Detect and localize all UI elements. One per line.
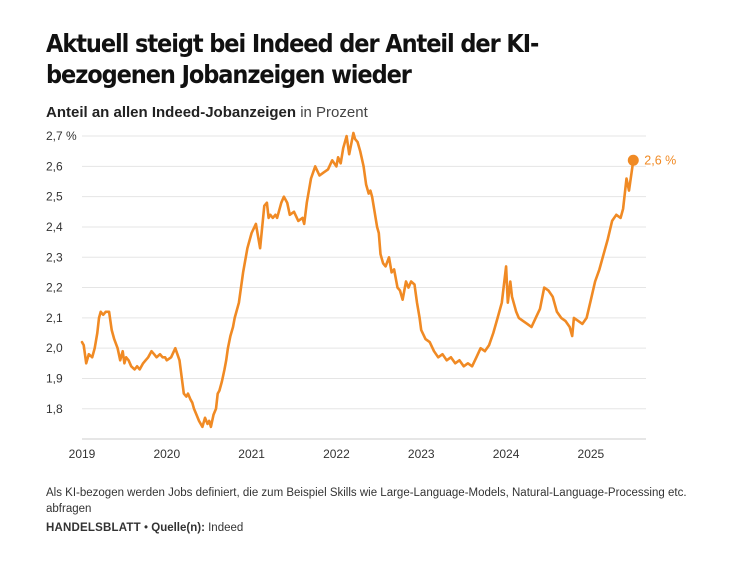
x-tick-label-1: 2020 [153, 447, 180, 461]
end-value-label: 2,6 % [644, 153, 676, 167]
chart-subtitle: Anteil an allen Indeed-Jobanzeigen in Pr… [46, 104, 368, 121]
y-axis: 1,8 1,9 2,0 2,1 2,2 2,3 2,4 2,5 2,6 2,7 % [46, 129, 77, 416]
y-tick-label-9: 2,7 % [46, 129, 77, 143]
chart-title: Aktuell steigt bei Indeed der Anteil der… [46, 29, 539, 89]
footnote: Als KI-bezogen werden Jobs definiert, di… [46, 487, 687, 515]
y-tick-label-6: 2,4 [46, 220, 63, 234]
y-tick-label-1: 1,9 [46, 371, 63, 385]
x-tick-label-0: 2019 [69, 447, 96, 461]
series-line [80, 131, 635, 429]
x-tick-label-5: 2024 [493, 447, 520, 461]
y-tick-label-8: 2,6 [46, 159, 63, 173]
x-tick-label-3: 2022 [323, 447, 350, 461]
x-tick-label-2: 2021 [238, 447, 265, 461]
x-tick-label-6: 2025 [578, 447, 605, 461]
footer-separator: • [140, 522, 152, 534]
y-tick-label-7: 2,5 [46, 190, 63, 204]
source-label: Quelle(n): [151, 522, 205, 534]
y-tick-label-0: 1,8 [46, 402, 63, 416]
y-tick-label-3: 2,1 [46, 311, 63, 325]
subtitle-unit: in Prozent [296, 104, 368, 121]
source-line: HANDELSBLATT • Quelle(n): Indeed [46, 522, 243, 534]
y-tick-label-4: 2,2 [46, 281, 63, 295]
x-tick-label-4: 2023 [408, 447, 435, 461]
subtitle-strong: Anteil an allen Indeed-Jobanzeigen [46, 104, 297, 121]
chart-plot-area: 2,6 % [80, 131, 676, 429]
x-axis: 2019 2020 2021 2022 2023 2024 2025 [69, 438, 646, 461]
y-tick-label-2: 2,0 [46, 341, 63, 355]
y-tick-label-5: 2,3 [46, 250, 63, 264]
publisher-brand: HANDELSBLATT [46, 522, 141, 534]
chart-gridlines [82, 135, 646, 410]
end-point-marker [627, 154, 639, 166]
source-name: Indeed [204, 522, 244, 534]
